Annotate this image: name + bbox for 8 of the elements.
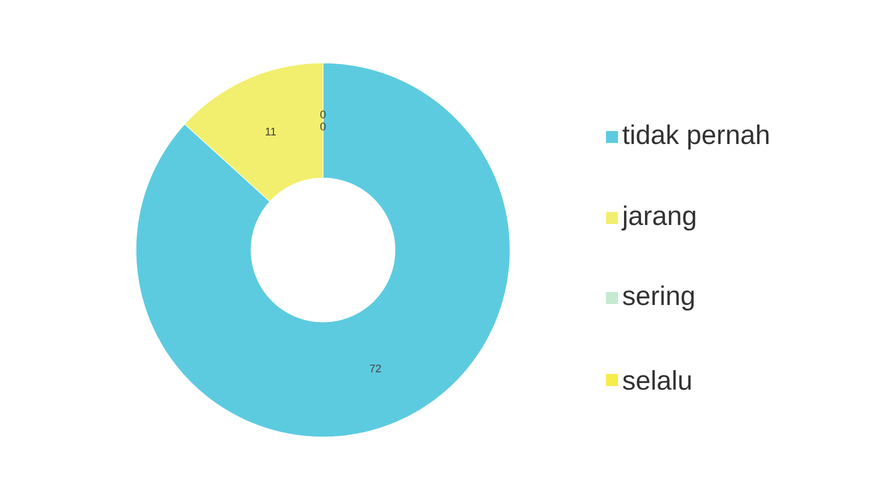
text: 0 [320, 122, 326, 130]
data-label: 11 [266, 128, 276, 136]
legend-label: selalu [622, 370, 691, 390]
legend-label: sering [622, 285, 694, 311]
data-label: 72 [370, 364, 381, 372]
legend-label: tidak pernah [622, 124, 768, 150]
legend-label: jarang [622, 205, 696, 231]
text: 0 [320, 110, 326, 118]
